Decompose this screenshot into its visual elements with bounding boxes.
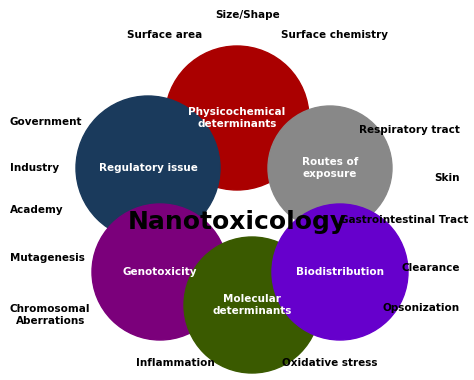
Text: Chromosomal
Aberrations: Chromosomal Aberrations <box>10 304 91 326</box>
Circle shape <box>184 237 320 373</box>
Text: Molecular
determinants: Molecular determinants <box>212 294 292 316</box>
Text: Surface chemistry: Surface chemistry <box>282 30 389 40</box>
Text: Regulatory issue: Regulatory issue <box>99 163 198 173</box>
Circle shape <box>272 204 408 340</box>
Text: Industry: Industry <box>10 163 59 173</box>
Text: Gastrointestinal Tract: Gastrointestinal Tract <box>340 215 468 225</box>
Text: Respiratory tract: Respiratory tract <box>359 125 460 135</box>
Text: Nanotoxicology: Nanotoxicology <box>128 210 346 234</box>
Text: Surface area: Surface area <box>128 30 202 40</box>
Circle shape <box>92 204 228 340</box>
Text: Routes of
exposure: Routes of exposure <box>302 157 358 179</box>
Text: Academy: Academy <box>10 205 64 215</box>
Text: Skin: Skin <box>435 173 460 183</box>
Text: Oxidative stress: Oxidative stress <box>282 358 378 368</box>
Text: Mutagenesis: Mutagenesis <box>10 253 85 263</box>
Text: Genotoxicity: Genotoxicity <box>123 267 197 277</box>
Text: Inflammation: Inflammation <box>136 358 214 368</box>
Text: Clearance: Clearance <box>401 263 460 273</box>
Circle shape <box>165 46 309 190</box>
Text: Government: Government <box>10 117 82 127</box>
Circle shape <box>76 96 220 240</box>
Text: Size/Shape: Size/Shape <box>216 10 281 20</box>
Circle shape <box>268 106 392 230</box>
Text: Opsonization: Opsonization <box>383 303 460 313</box>
Text: Physicochemical
determinants: Physicochemical determinants <box>188 107 286 129</box>
Text: Biodistribution: Biodistribution <box>296 267 384 277</box>
